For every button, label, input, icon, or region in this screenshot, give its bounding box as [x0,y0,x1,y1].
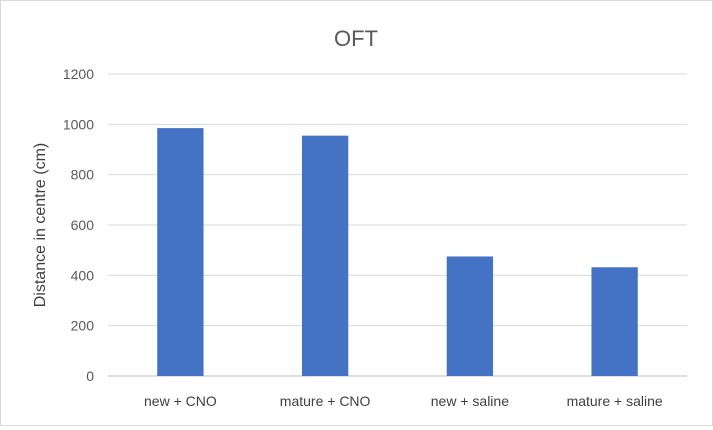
bar [157,128,204,376]
y-tick-label: 1200 [63,66,94,82]
y-tick-label: 200 [71,318,95,334]
y-tick-label: 400 [71,267,95,283]
x-axis-categories: new + CNO mature + CNO new + saline mature … [144,393,663,409]
x-category-label: new + saline [431,393,509,409]
x-category-label: new + CNO [144,393,217,409]
bar [446,256,494,376]
y-tick-label: 800 [71,167,95,183]
x-category-label: mature + CNO [280,393,371,409]
y-axis-ticks: 0 200 400 600 800 1000 1200 [63,66,94,384]
bars [157,128,638,376]
y-tick-label: 0 [86,368,94,384]
x-category-label: mature + saline [567,393,663,409]
y-tick-label: 600 [71,217,95,233]
chart-title: OFT [334,26,378,51]
bar [301,135,349,376]
bar [591,267,638,376]
y-axis-label: Distance in centre (cm) [32,143,49,308]
y-tick-label: 1000 [63,116,94,132]
gridlines [108,73,687,377]
